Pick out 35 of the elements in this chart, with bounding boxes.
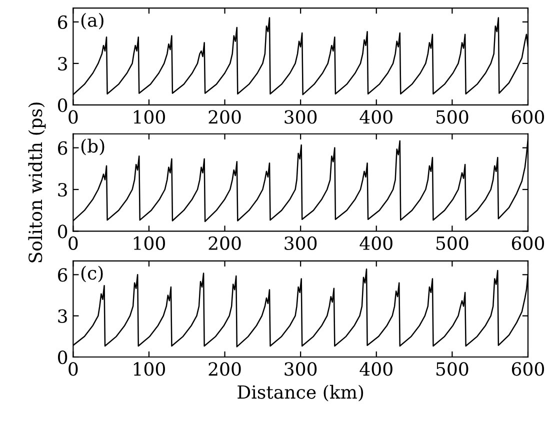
y-tick-label: 6: [58, 15, 68, 30]
x-tick-label: 200: [208, 110, 241, 124]
y-tick-label: 0: [58, 98, 68, 112]
y-tick-label: 3: [58, 309, 67, 323]
x-tick-label: 300: [284, 110, 317, 124]
x-tick-label: 0: [68, 236, 78, 250]
x-tick-label: 500: [436, 362, 468, 376]
y-tick-label: 6: [58, 141, 68, 155]
x-tick-label: 0: [68, 362, 78, 376]
annotation: (a): [81, 12, 104, 30]
x-axis-title: Distance (km): [238, 384, 364, 402]
y-tick-label: 3: [58, 182, 67, 197]
y-tick-label: 6: [58, 268, 68, 282]
x-tick-label: 600: [512, 110, 544, 124]
y-axis-title: Soliton width (ps): [28, 102, 46, 262]
x-tick-label: 400: [360, 110, 392, 124]
y-tick-label: 0: [58, 350, 68, 364]
x-tick-label: 600: [512, 362, 544, 376]
x-tick-label: 200: [208, 236, 241, 250]
x-tick-label: 400: [360, 236, 392, 250]
annotation: (c): [81, 266, 103, 282]
x-tick-label: 100: [134, 110, 165, 124]
x-tick-label: 300: [284, 362, 317, 376]
y-tick-label: 3: [58, 56, 67, 71]
x-tick-label: 400: [360, 362, 392, 376]
x-tick-label: 300: [284, 236, 317, 250]
x-tick-label: 600: [512, 236, 544, 250]
x-tick-label: 500: [436, 236, 468, 250]
x-tick-label: 100: [134, 236, 165, 250]
x-tick-label: 0: [68, 110, 78, 124]
annotation: (b): [81, 138, 104, 156]
y-tick-label: 0: [58, 224, 68, 238]
x-tick-label: 100: [134, 362, 165, 376]
x-tick-label: 200: [208, 362, 241, 376]
x-tick-label: 500: [436, 110, 468, 124]
